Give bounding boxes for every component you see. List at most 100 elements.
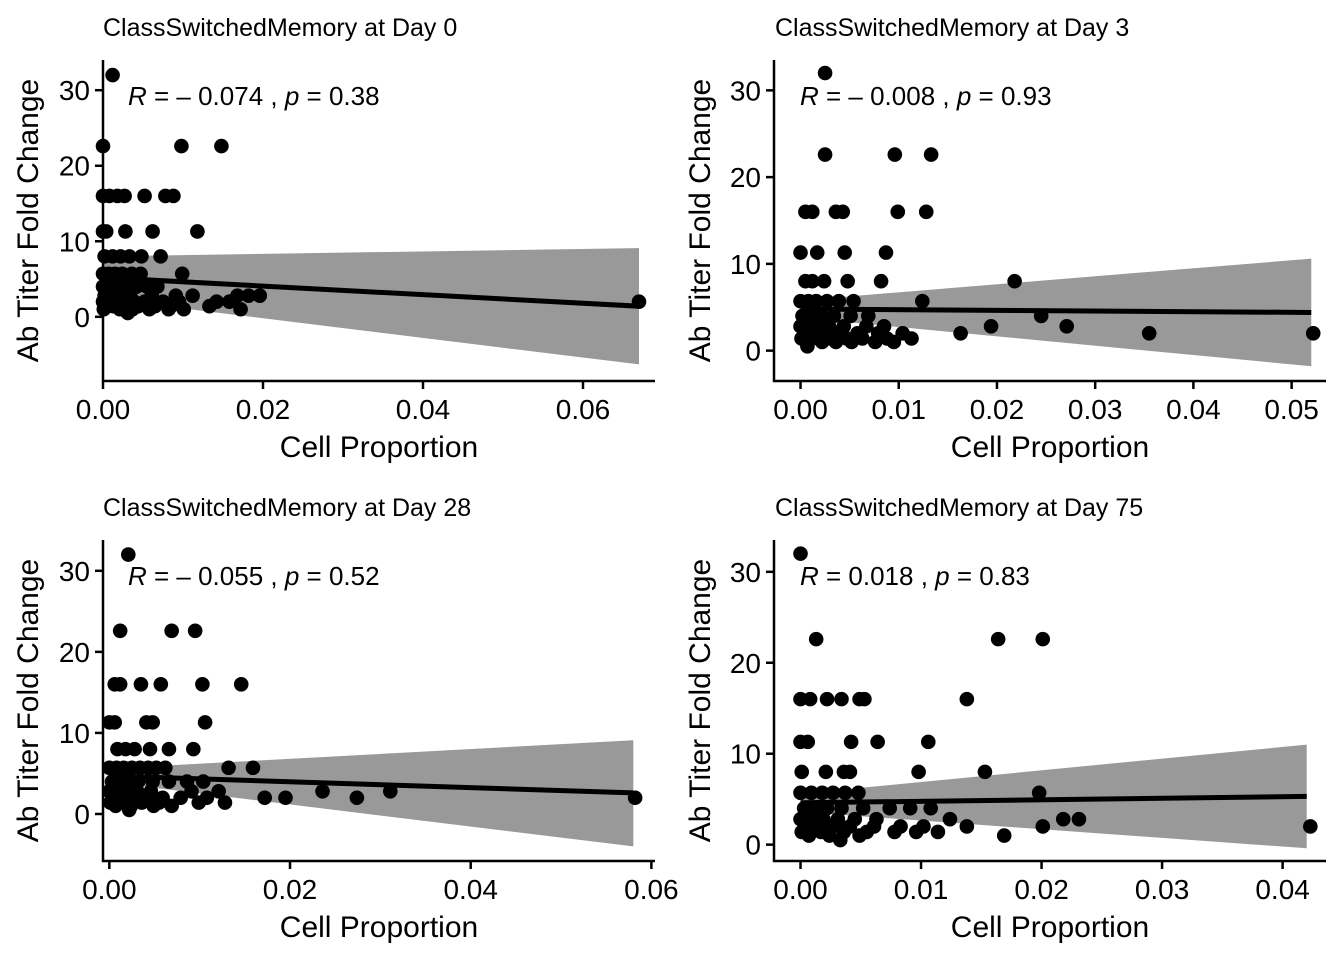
data-point (817, 147, 833, 162)
data-point (793, 245, 808, 260)
data-point (315, 783, 330, 799)
stat-part: p (284, 81, 299, 111)
x-tick-label: 0.01 (894, 874, 949, 905)
data-point (835, 204, 851, 220)
stat-part: p (956, 81, 971, 111)
data-point (1031, 785, 1047, 801)
data-point (1303, 819, 1318, 834)
data-point (127, 741, 142, 757)
data-point (996, 828, 1012, 843)
data-point (808, 293, 824, 309)
x-tick-label: 0.02 (970, 394, 1025, 425)
y-tick-label: 20 (730, 648, 761, 679)
data-point (953, 325, 968, 341)
stat-part: = – 0.074 (147, 81, 271, 111)
data-point (832, 832, 848, 848)
data-point (184, 783, 199, 799)
data-point (920, 734, 936, 750)
regression-line (109, 773, 634, 796)
stat-part: = – 0.055 (147, 561, 271, 591)
y-tick-label: 0 (745, 336, 761, 367)
data-point (930, 824, 946, 840)
y-tick-label: 10 (59, 718, 90, 749)
data-point (805, 204, 820, 220)
x-tick-label: 0.04 (396, 394, 451, 425)
data-point (241, 288, 256, 303)
data-point (164, 798, 179, 814)
data-point (873, 273, 889, 289)
data-point (1071, 811, 1087, 827)
x-tick-label: 0.02 (263, 874, 318, 905)
x-tick-label: 0.02 (236, 394, 291, 425)
y-tick-label: 10 (730, 249, 761, 280)
x-tick-label: 0.04 (1255, 874, 1310, 905)
data-point (828, 334, 844, 350)
data-point (121, 802, 137, 818)
data-point (153, 676, 169, 692)
data-point (923, 800, 938, 816)
x-tick-label: 0.00 (82, 874, 137, 905)
x-axis-title: Cell Proportion (951, 431, 1149, 464)
data-point (808, 631, 824, 647)
data-point (186, 741, 201, 757)
regression-line (800, 306, 1312, 315)
stat-part: , (270, 561, 284, 591)
y-tick-label: 20 (730, 162, 761, 193)
y-axis-title: Ab Titer Fold Change (12, 559, 45, 843)
x-tick-label: 0.02 (1014, 874, 1069, 905)
data-point (855, 800, 871, 816)
data-point (1007, 273, 1022, 289)
data-point (382, 783, 398, 799)
data-point (837, 785, 853, 801)
data-point (161, 741, 177, 757)
data-point (801, 828, 817, 843)
x-tick-label: 0.01 (871, 394, 926, 425)
confidence-band (800, 744, 1307, 849)
data-point (174, 266, 190, 282)
y-axis-title: Ab Titer Fold Change (12, 79, 45, 363)
data-point (990, 631, 1006, 647)
data-point (1035, 819, 1051, 834)
x-axis-title: Cell Proportion (280, 431, 478, 464)
data-point (117, 188, 132, 204)
stat-part: = 0.018 (819, 561, 921, 591)
data-point (245, 760, 261, 776)
data-point (805, 273, 820, 289)
data-point (816, 273, 832, 289)
data-point (923, 147, 939, 162)
data-point (959, 819, 975, 834)
data-point (257, 790, 273, 806)
stat-part: = – 0.008 (819, 81, 943, 111)
panel-3: ClassSwitchedMemory at Day 28 0.00 0.02 0.0… (12, 494, 679, 944)
y-tick-label: 10 (59, 226, 90, 257)
data-point (349, 790, 365, 806)
data-point (793, 546, 808, 561)
y-tick-label: 0 (745, 830, 761, 861)
data-point (814, 334, 830, 350)
data-point (911, 764, 926, 780)
data-point (918, 204, 934, 220)
x-tick-label: 0.00 (773, 394, 828, 425)
data-point (1059, 319, 1074, 334)
data-point (983, 319, 999, 334)
data-point (185, 288, 200, 303)
data-point (819, 293, 835, 309)
data-point (1035, 631, 1051, 647)
x-tick-label: 0.04 (1166, 394, 1221, 425)
data-point (202, 298, 217, 314)
data-point (915, 293, 930, 309)
data-point (118, 224, 133, 239)
data-point (222, 294, 237, 309)
data-point (793, 785, 808, 801)
data-point (794, 764, 810, 780)
data-point (134, 249, 149, 264)
data-point (904, 331, 919, 346)
stat-part: R (800, 81, 819, 111)
data-point (857, 691, 872, 707)
data-point (197, 715, 213, 730)
data-point (846, 293, 861, 309)
x-tick-label: 0.04 (443, 874, 498, 905)
y-tick-label: 30 (730, 557, 761, 588)
data-point (851, 785, 866, 801)
data-point (133, 676, 149, 692)
